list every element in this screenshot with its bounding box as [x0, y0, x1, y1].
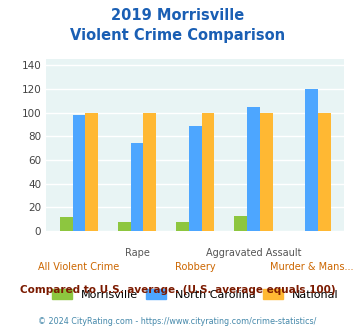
Bar [305, 89, 318, 231]
Bar [131, 144, 143, 231]
Text: Murder & Mans...: Murder & Mans... [270, 262, 353, 272]
Text: Rape: Rape [125, 248, 149, 258]
Bar [60, 217, 72, 231]
Text: All Violent Crime: All Violent Crime [38, 262, 120, 272]
Bar [189, 126, 202, 231]
Bar [318, 113, 331, 231]
Bar [260, 113, 273, 231]
Bar [118, 221, 131, 231]
Text: Aggravated Assault: Aggravated Assault [206, 248, 301, 258]
Bar [85, 113, 98, 231]
Bar [72, 115, 85, 231]
Text: 2019 Morrisville: 2019 Morrisville [111, 8, 244, 23]
Text: Compared to U.S. average. (U.S. average equals 100): Compared to U.S. average. (U.S. average … [20, 285, 335, 295]
Bar [143, 113, 156, 231]
Text: Robbery: Robbery [175, 262, 215, 272]
Text: © 2024 CityRating.com - https://www.cityrating.com/crime-statistics/: © 2024 CityRating.com - https://www.city… [38, 317, 317, 326]
Bar [247, 107, 260, 231]
Text: Violent Crime Comparison: Violent Crime Comparison [70, 28, 285, 43]
Bar [234, 215, 247, 231]
Legend: Morrisville, North Carolina, National: Morrisville, North Carolina, National [48, 284, 343, 304]
Bar [176, 221, 189, 231]
Bar [202, 113, 214, 231]
